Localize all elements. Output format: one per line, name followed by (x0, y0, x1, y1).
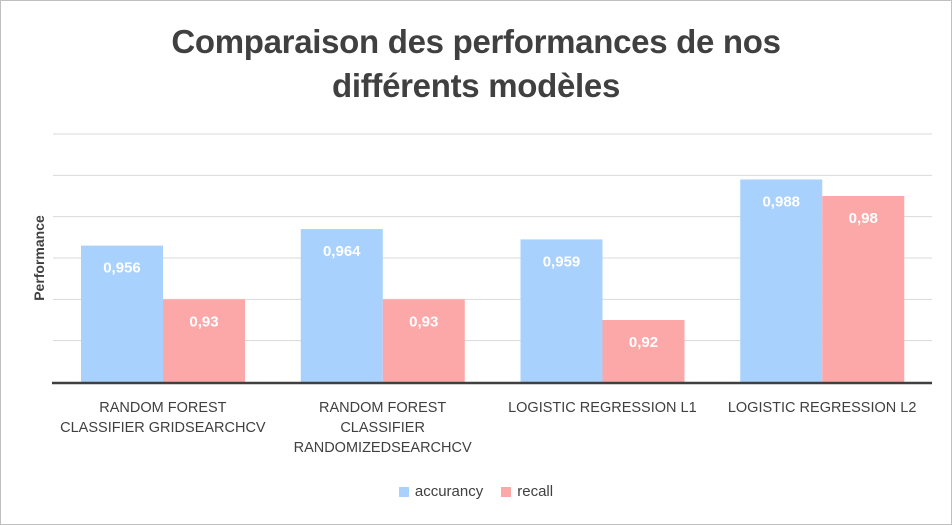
x-tick-label-0: RANDOM FOREST CLASSIFIER GRIDSEARCHCV (60, 400, 266, 436)
bar-accurancy-3 (740, 179, 823, 382)
y-axis-label: Performance (31, 215, 47, 301)
data-label-recall-2: 0,92 (629, 334, 658, 351)
x-tick-label-3: LOGISTIC REGRESSION L2 (728, 400, 917, 416)
bar-accurancy-1 (300, 229, 383, 382)
legend-label-accurancy: accurancy (414, 483, 484, 500)
data-label-recall-0: 0,93 (189, 313, 218, 330)
data-label-recall-3: 0,98 (849, 210, 878, 227)
legend: accurancy recall (0, 483, 952, 500)
legend-item-recall: recall (501, 483, 553, 500)
bar-recall-3 (822, 196, 905, 382)
bar-recall-2 (602, 320, 685, 382)
bar-accurancy-0 (81, 245, 163, 382)
legend-label-recall: recall (517, 483, 554, 500)
legend-swatch-recall (501, 486, 512, 497)
data-label-accurancy-2: 0,959 (543, 253, 581, 270)
bar-accurancy-2 (520, 239, 603, 382)
chart-title: Comparaison des performances de nos diff… (0, 20, 952, 108)
chart-title-line-2: différents modèles (331, 67, 620, 104)
bar-recall-0 (163, 299, 245, 382)
data-label-accurancy-3: 0,988 (762, 193, 800, 210)
chart-title-line-1: Comparaison des performances de nos (171, 23, 781, 60)
data-label-accurancy-0: 0,956 (103, 260, 141, 277)
legend-item-accurancy: accurancy (398, 483, 484, 500)
legend-swatch-accurancy (398, 486, 409, 497)
x-tick-label-2: LOGISTIC REGRESSION L1 (508, 400, 697, 416)
data-label-recall-1: 0,93 (409, 313, 438, 330)
bar-recall-1 (382, 299, 465, 382)
x-tick-label-1: RANDOM FOREST CLASSIFIER RANDOMIZEDSEARCHC… (294, 400, 472, 456)
data-label-accurancy-1: 0,964 (323, 243, 361, 260)
